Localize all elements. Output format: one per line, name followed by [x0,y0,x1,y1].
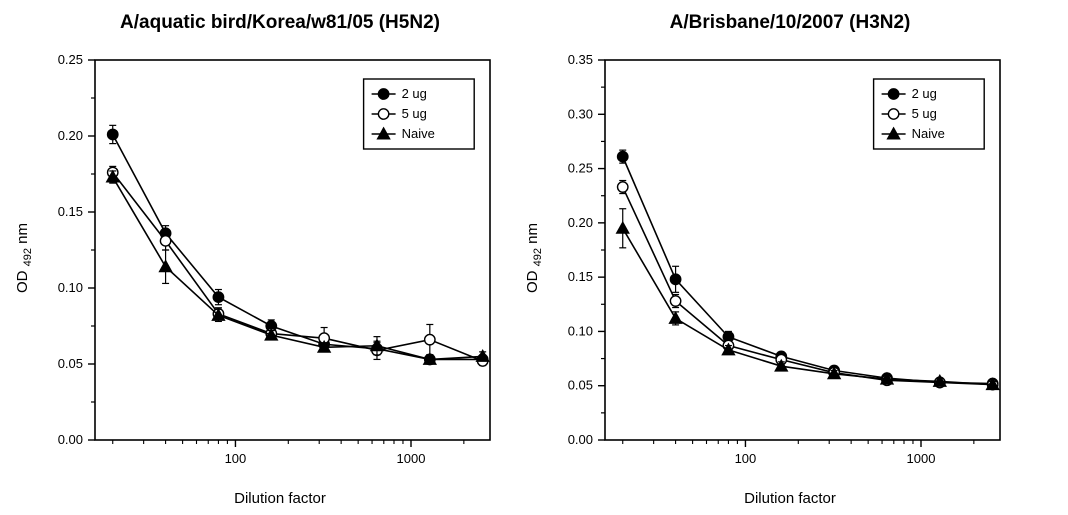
svg-text:0.05: 0.05 [58,356,83,371]
panel-right: A/Brisbane/10/2007 (H3N2) OD 492 nm 0.00… [540,0,1040,515]
panel-left-plot: 0.00 0.05 0.10 0.15 0.20 0.25 100 1000 2 ug 5 ug N… [30,0,530,515]
svg-text:0.00: 0.00 [58,432,83,447]
svg-text:1000: 1000 [907,451,936,466]
panel-right-xlabel: Dilution factor [540,490,1040,507]
svg-text:0.05: 0.05 [568,378,593,393]
svg-text:Naive: Naive [402,126,435,141]
svg-text:2 ug: 2 ug [402,86,427,101]
figure-root: A/aquatic bird/Korea/w81/05 (H5N2) OD 49… [0,0,1068,515]
svg-text:0.20: 0.20 [568,215,593,230]
svg-text:Naive: Naive [912,126,945,141]
panel-right-ylabel: OD 492 nm [524,222,544,292]
svg-text:0.15: 0.15 [568,269,593,284]
svg-text:0.10: 0.10 [568,323,593,338]
panel-left-ylabel: OD 492 nm [14,222,34,292]
svg-text:0.30: 0.30 [568,106,593,121]
panel-left-title: A/aquatic bird/Korea/w81/05 (H5N2) [30,12,530,34]
svg-text:1000: 1000 [397,451,426,466]
panel-left: A/aquatic bird/Korea/w81/05 (H5N2) OD 49… [30,0,530,515]
svg-text:0.35: 0.35 [568,52,593,67]
svg-text:0.00: 0.00 [568,432,593,447]
svg-text:5 ug: 5 ug [912,106,937,121]
svg-text:100: 100 [735,451,757,466]
svg-text:100: 100 [225,451,247,466]
svg-text:2 ug: 2 ug [912,86,937,101]
panel-right-plot: 0.00 0.05 0.10 0.15 0.20 0.25 0.30 0.35 100 1000 2… [540,0,1040,515]
svg-text:0.25: 0.25 [568,161,593,176]
svg-text:0.15: 0.15 [58,204,83,219]
panel-left-xlabel: Dilution factor [30,490,530,507]
svg-text:0.25: 0.25 [58,52,83,67]
svg-text:0.10: 0.10 [58,280,83,295]
panel-right-title: A/Brisbane/10/2007 (H3N2) [540,12,1040,34]
svg-text:0.20: 0.20 [58,128,83,143]
svg-text:5 ug: 5 ug [402,106,427,121]
